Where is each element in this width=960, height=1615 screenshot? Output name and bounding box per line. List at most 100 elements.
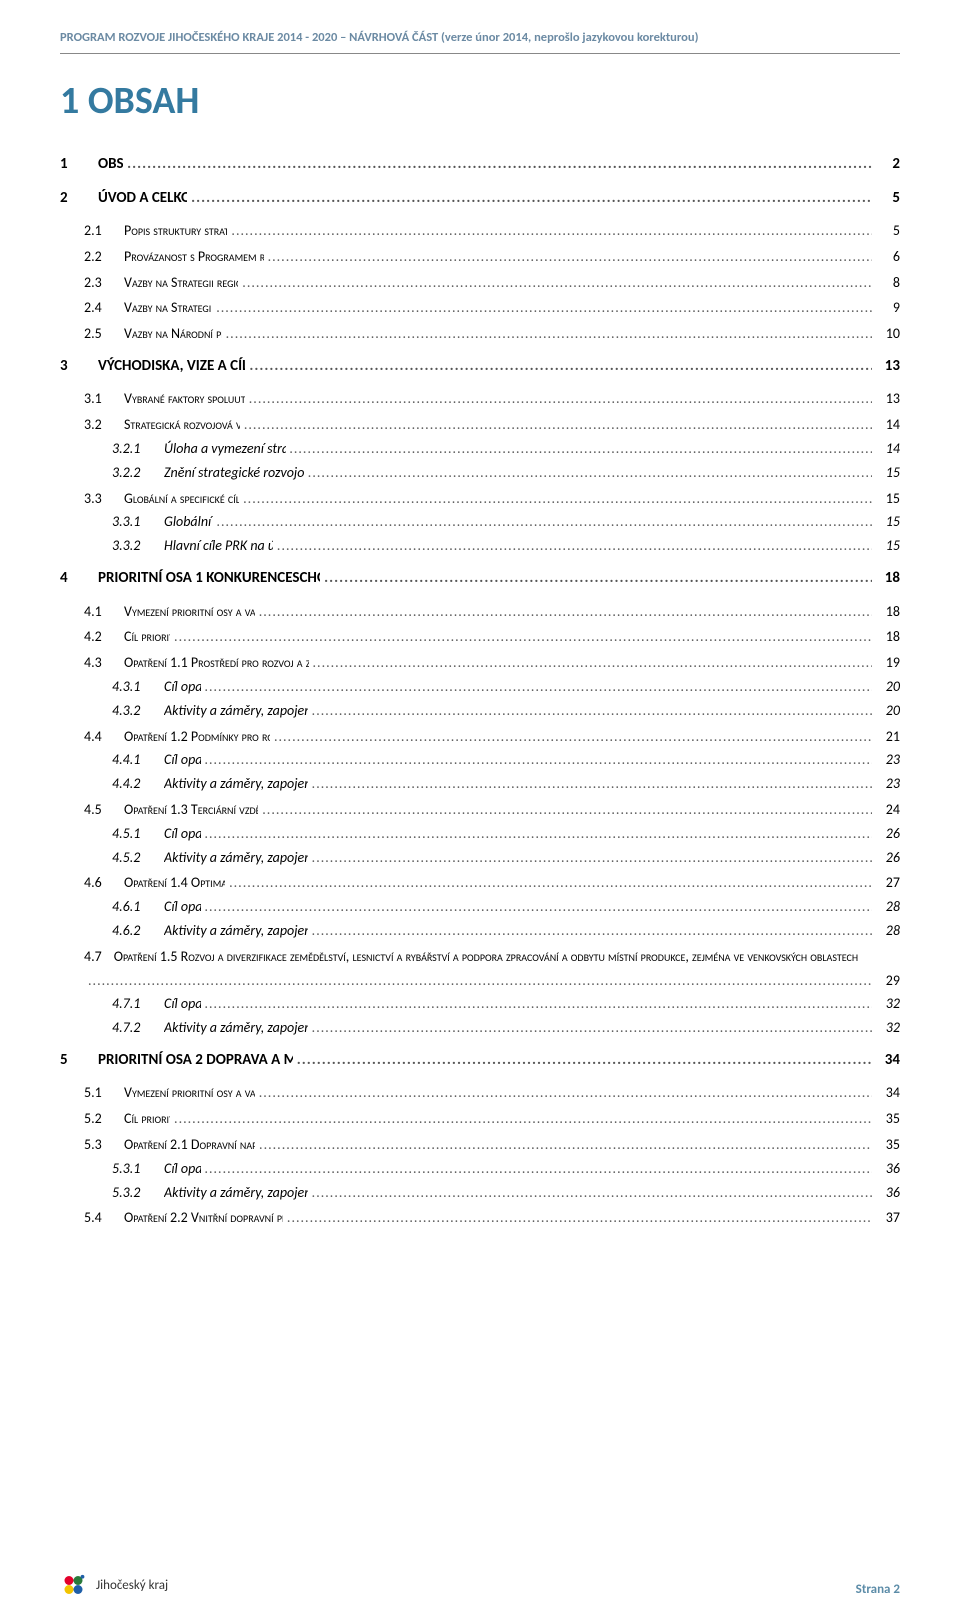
toc-label: Cíl opatření [164,748,201,772]
toc-number: 2 [60,186,80,212]
header-divider [60,53,900,54]
toc-leader-dots [205,675,872,699]
toc-entry: 2ÚVOD A CELKOVÝ KONTEXT5 [60,186,900,212]
toc-number: 2.2 [84,245,112,269]
toc-page-number: 15 [876,487,900,511]
toc-leader-dots [313,651,873,675]
toc-number: 4.3.1 [112,675,152,699]
toc-number: 5.1 [84,1081,112,1105]
toc-leader-dots [312,1016,872,1040]
toc-entry: 4.4.1Cíl opatření23 [60,748,900,772]
toc-page-number: 20 [876,675,900,699]
toc-label: Aktivity a záměry, zapojené subjekty a ú… [164,1016,308,1040]
toc-label: Cíl opatření [164,1157,201,1181]
toc-page-number: 26 [876,846,900,870]
toc-page-number: 8 [876,271,900,295]
toc-page-number: 6 [876,245,900,269]
toc-leader-dots [297,1048,872,1074]
toc-number: 2.1 [84,219,112,243]
toc-leader-dots [231,219,872,243]
toc-page-number: 36 [876,1181,900,1205]
toc-leader-dots [88,969,872,993]
toc-leader-dots [290,437,872,461]
toc-label: Strategická rozvojová vize Jihočeského k… [124,413,240,437]
toc-page-number: 9 [876,296,900,320]
table-of-contents: 1OBSAH22ÚVOD A CELKOVÝ KONTEXT52.1Popis … [60,152,900,1230]
toc-entry: 2.4Vazby na Strategii Evropa 20209 [60,296,900,320]
toc-page-number: 10 [876,322,900,346]
toc-number: 4.7 [84,948,102,965]
toc-label: Globální a specifické cíle PRK 2014 - 20… [124,487,239,511]
toc-leader-dots [226,322,872,346]
toc-number: 4.5.2 [112,846,152,870]
toc-entry: 2.1Popis struktury strategie rozvoje kra… [60,219,900,243]
toc-label: Aktivity a záměry, zapojené subjekty a ú… [164,772,308,796]
toc-leader-dots [259,600,872,624]
toc-leader-dots [308,461,872,485]
toc-page-number: 13 [876,387,900,411]
toc-entry: 3.2.2Znění strategické rozvojové vize na… [60,461,900,485]
toc-page-number: 28 [876,895,900,919]
toc-number: 4.4 [84,725,112,749]
toc-entry: 3.2.1Úloha a vymezení strategické rozvoj… [60,437,900,461]
toc-leader-dots [205,1157,872,1181]
toc-entry: 4.7 Opatření 1.5 Rozvoj a diverzifikace z… [60,945,900,993]
toc-label: Opatření 1.5 Rozvoj a diverzifikace země… [114,948,858,965]
toc-page-number: 2 [876,152,900,178]
toc-leader-dots [312,919,872,943]
toc-number: 4.6.1 [112,895,152,919]
toc-leader-dots [324,566,872,592]
toc-label: Opatření 2.2 Vnitřní dopravní prostupnos… [124,1206,283,1230]
toc-entry: 5.3.2Aktivity a záměry, zapojené subjekt… [60,1181,900,1205]
toc-entry: 5.3.1 Cíl opatření 36 [60,1157,900,1181]
toc-page-number: 14 [876,413,900,437]
toc-entry: 4.4.2Aktivity a záměry, zapojené subjekt… [60,772,900,796]
toc-number: 4.5 [84,798,112,822]
toc-entry: 3.1Vybrané faktory spoluutvářející obraz… [60,387,900,411]
toc-number: 3.3 [84,487,112,511]
toc-entry: 5.1Vymezení prioritní osy a vazeb na dal… [60,1081,900,1105]
toc-label: Cíl opatření [164,822,201,846]
toc-page-number: 13 [876,354,900,380]
toc-leader-dots [229,871,872,895]
toc-entry: 4.3.2Aktivity a záměry, zapojené subjekt… [60,699,900,723]
toc-page-number: 29 [876,969,900,993]
toc-number: 4.5.1 [112,822,152,846]
toc-entry: 4.7.1Cíl opatření32 [60,992,900,1016]
toc-page-number: 21 [876,725,900,749]
toc-leader-dots [174,625,872,649]
toc-page-number: 32 [876,1016,900,1040]
toc-entry: 5.3Opatření 2.1 Dopravní napojení a logi… [60,1133,900,1157]
toc-label: Vazby na Strategii Evropa 2020 [124,296,212,320]
toc-leader-dots [312,846,872,870]
toc-label: Cíl opatření [164,992,201,1016]
toc-entry: 4.6.2Aktivity a záměry, zapojené subjekt… [60,919,900,943]
toc-label: Cíl prioritní osy [124,625,170,649]
toc-page-number: 15 [876,510,900,534]
toc-number: 5.4 [84,1206,112,1230]
toc-entry: 3.3 Globální a specifické cíle PRK 2014 -… [60,487,900,511]
toc-number: 4.3 [84,651,112,675]
toc-page-number: 23 [876,772,900,796]
toc-page-number: 36 [876,1157,900,1181]
toc-leader-dots [205,992,872,1016]
toc-leader-dots [205,822,872,846]
toc-number: 3.3.1 [112,510,152,534]
toc-entry: 4.6.1Cíl opatření28 [60,895,900,919]
toc-number: 5.3.1 [112,1157,152,1181]
toc-leader-dots [259,1133,872,1157]
toc-entry: 4.3.1Cíl opatření20 [60,675,900,699]
toc-number: 3.3.2 [112,534,152,558]
toc-number: 4.7.2 [112,1016,152,1040]
toc-number: 4.1 [84,600,112,624]
toc-page-number: 27 [876,871,900,895]
toc-page-number: 15 [876,461,900,485]
toc-number: 3.2.1 [112,437,152,461]
toc-page-number: 34 [876,1048,900,1074]
toc-leader-dots [262,798,872,822]
toc-leader-dots [249,387,872,411]
toc-leader-dots [127,152,872,178]
toc-label: OBSAH [98,152,123,178]
toc-entry: 4.1Vymezení prioritní osy a vazeb na dal… [60,600,900,624]
toc-label: Opatření 1.2 Podmínky pro rozvoj vědy, v… [124,725,270,749]
